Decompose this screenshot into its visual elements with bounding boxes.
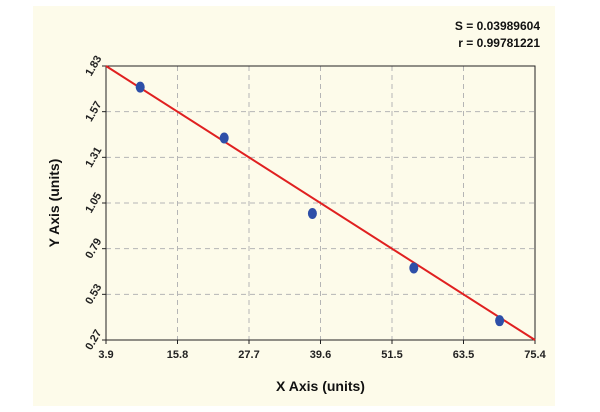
y-tick-label: 0.79 [83,236,104,261]
x-tick-label: 3.9 [98,349,113,361]
r-value: r = 0.99781221 [458,36,540,50]
y-tick-label: 1.05 [83,191,104,216]
chart-panel [33,6,555,406]
x-tick-label: 51.5 [381,349,402,361]
y-tick-label: 1.31 [83,145,104,170]
y-tick-label: 1.83 [83,54,104,79]
data-point [495,315,505,327]
x-tick-labels: 3.9 15.8 27.7 39.6 51.5 63.5 75.4 [98,340,547,361]
x-tick-label: 27.7 [238,349,259,361]
data-points [135,81,505,327]
data-point [307,208,317,220]
data-point [409,262,419,274]
y-tick-label: 1.57 [83,99,104,124]
fit-line [105,65,536,341]
fit-line-group [105,65,536,341]
x-tick-label: 63.5 [453,349,474,361]
x-tick-label: 15.8 [167,349,188,361]
x-tick-label: 75.4 [524,349,546,361]
fit-statistics: S = 0.03989604 r = 0.99781221 [455,18,540,52]
y-axis-label: Y Axis (units) [46,159,62,248]
x-tick-label: 39.6 [310,349,331,361]
data-point [219,132,229,144]
data-point [135,81,145,93]
y-tick-label: 0.53 [83,282,104,307]
x-axis-label: X Axis (units) [276,378,365,394]
s-value: S = 0.03989604 [454,19,540,33]
y-tick-labels: 0.270.530.791.051.311.571.83 [83,54,106,352]
